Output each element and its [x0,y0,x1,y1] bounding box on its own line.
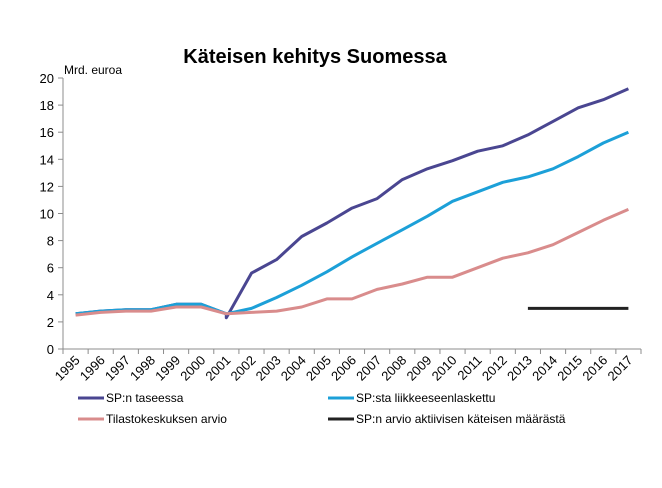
x-tick-label: 2011 [454,353,484,383]
x-tick-label: 2017 [604,353,635,384]
x-tick-label: 2007 [353,353,384,384]
x-tick-label: 1995 [52,353,83,384]
x-tick-label: 2015 [554,353,585,384]
chart-title: Käteisen kehitys Suomessa [183,46,447,68]
x-tick-label: 2008 [378,353,409,384]
legend-label-4: SP:n arvio aktiivisen käteisen määrästä [356,412,566,426]
y-tick-label: 18 [40,98,54,113]
x-tick-label: 2000 [177,353,208,384]
legend-label-1: SP:n taseessa [106,391,184,405]
y-axis-unit-label: Mrd. euroa [64,63,122,77]
x-tick-label: 2004 [278,353,309,384]
x-tick-label: 1998 [127,353,158,384]
x-tick-label: 2003 [253,353,284,384]
y-tick-label: 10 [40,207,54,222]
x-tick-label: 2014 [529,353,560,384]
x-tick-label: 2010 [429,353,460,384]
x-tick-label: 2005 [303,353,334,384]
x-tick-label: 2002 [228,353,259,384]
y-tick-label: 4 [47,288,54,303]
x-tick-label: 1999 [152,353,183,384]
y-tick-label: 16 [40,125,54,140]
x-tick-label: 2012 [479,353,510,384]
y-tick-label: 12 [40,179,54,194]
y-tick-label: 6 [47,261,54,276]
series-line-1 [75,87,629,320]
x-tick-label: 2016 [579,353,610,384]
x-tick-label: 2006 [328,353,359,384]
x-tick-label: 2009 [403,353,434,384]
series-line-3 [75,208,629,317]
x-tick-label: 2013 [504,353,535,384]
legend: SP:n taseessa SP:sta liikkeeseenlaskettu T… [78,391,566,426]
y-tick-label: 20 [40,71,54,86]
x-tick-label: 2001 [202,353,233,384]
y-tick-label: 2 [47,315,54,330]
legend-label-2: SP:sta liikkeeseenlaskettu [356,391,495,405]
y-tick-label: 14 [40,152,54,167]
x-tick-label: 1997 [102,353,133,384]
y-tick-label: 8 [47,234,54,249]
series-line-2 [75,130,629,316]
legend-label-3: Tilastokeskuksen arvio [106,412,227,426]
axes: 0246810121416182019951996199719981999200… [40,71,642,384]
y-tick-label: 0 [47,342,54,357]
series-group [75,87,629,320]
x-tick-label: 1996 [77,353,108,384]
